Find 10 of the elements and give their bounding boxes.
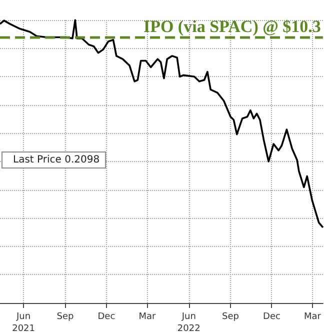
x-tick-label: Sep	[222, 312, 240, 322]
text: Last Price 0.2098	[13, 154, 100, 166]
x-tick-label: Dec	[263, 312, 281, 322]
x-tick-label: Mar	[304, 312, 322, 322]
x-tick-label: Sep	[56, 312, 74, 322]
x-tick-label: Jun 2022	[177, 312, 200, 334]
x-tick-label: Jun 2021	[12, 312, 36, 334]
x-tick-label: Mar	[138, 312, 156, 322]
x-tick-label: Dec	[98, 312, 116, 322]
ref-line-label: IPO (via SPAC) @ $10.3	[143, 16, 321, 36]
